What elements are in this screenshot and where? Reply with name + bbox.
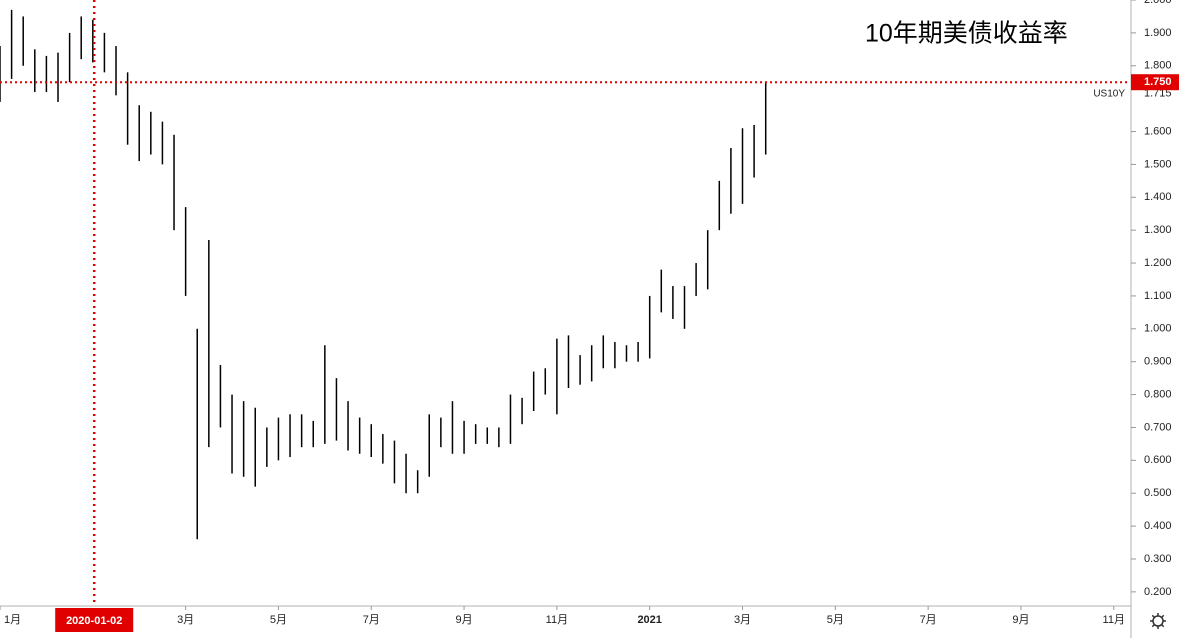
x-tick-label: 5月 xyxy=(827,614,844,626)
y-tick-label: 1.500 xyxy=(1144,158,1172,170)
y-tick-label: 0.900 xyxy=(1144,356,1172,368)
y-tick-label: 1.100 xyxy=(1144,290,1172,302)
x-tick-label: 1月 xyxy=(4,614,21,626)
y-tick-label: 2.000 xyxy=(1144,0,1172,6)
x-tick-label: 9月 xyxy=(456,614,473,626)
x-tick-label: 11月 xyxy=(546,614,568,626)
x-tick-label: 7月 xyxy=(920,614,937,626)
y-tick-label: 0.200 xyxy=(1144,586,1172,598)
settings-icon[interactable] xyxy=(1150,613,1166,629)
y-tick-label: 1.800 xyxy=(1144,60,1172,72)
x-tick-label: 11月 xyxy=(1103,614,1125,626)
y-tick-label: 1.400 xyxy=(1144,191,1172,203)
y-tick-label: 0.300 xyxy=(1144,553,1172,565)
crosshair-x-label: 2020-01-02 xyxy=(66,615,122,627)
y-tick-label: 1.600 xyxy=(1144,125,1172,137)
chart-title: 10年期美债收益率 xyxy=(865,20,1068,48)
x-tick-label: 9月 xyxy=(1012,614,1029,626)
y-tick-label: 0.500 xyxy=(1144,487,1172,499)
x-tick-label: 7月 xyxy=(363,614,380,626)
x-tick-label: 3月 xyxy=(177,614,194,626)
last-price-label: 1.715 xyxy=(1144,88,1172,100)
gear-teeth[interactable] xyxy=(1150,613,1166,629)
y-tick-label: 1.300 xyxy=(1144,224,1172,236)
crosshair-y-box xyxy=(1131,74,1179,91)
y-tick-label: 0.400 xyxy=(1144,520,1172,532)
x-tick-label: 2021 xyxy=(637,614,661,626)
y-tick-label: 1.900 xyxy=(1144,27,1172,39)
y-tick-label: 0.600 xyxy=(1144,454,1172,466)
y-tick-label: 1.000 xyxy=(1144,323,1172,335)
y-tick-label: 0.700 xyxy=(1144,421,1172,433)
y-tick-label: 1.200 xyxy=(1144,257,1172,269)
crosshair-x-box xyxy=(55,608,134,632)
crosshair-y-label: 1.750 xyxy=(1144,76,1172,88)
symbol-label: US10Y xyxy=(1093,88,1125,99)
x-tick-label: 3月 xyxy=(734,614,751,626)
y-tick-label: 0.800 xyxy=(1144,388,1172,400)
x-tick-label: 5月 xyxy=(270,614,287,626)
